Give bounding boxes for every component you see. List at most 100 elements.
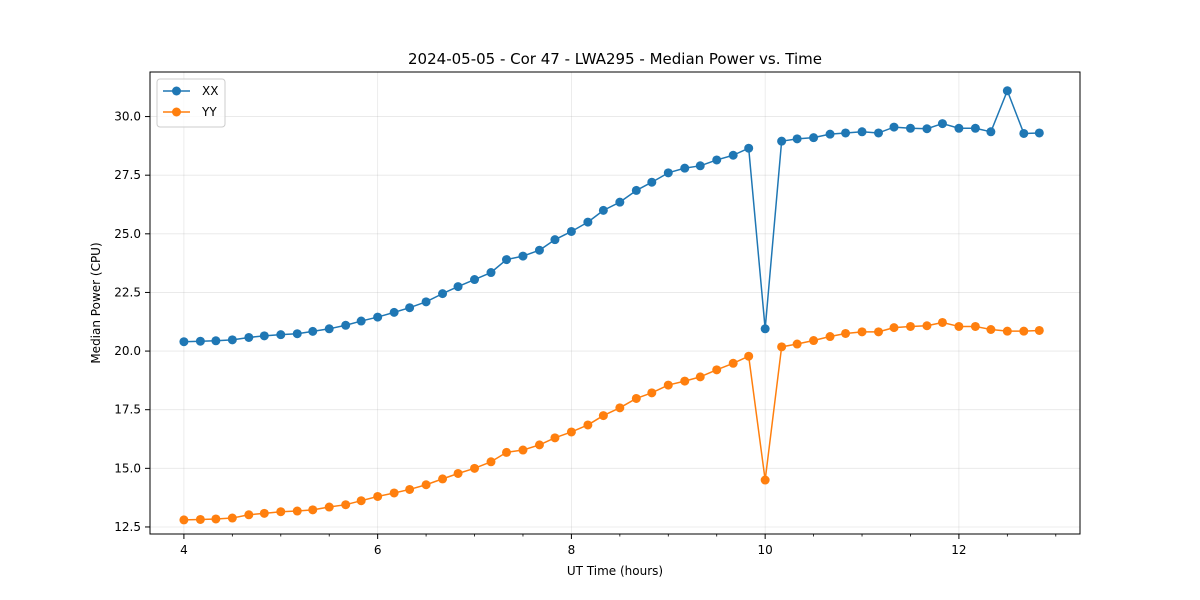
data-point-yy [728,358,738,368]
data-point-yy [680,376,690,386]
data-point-xx [1034,128,1044,138]
axes-frame [149,71,1081,535]
data-point-yy [583,420,593,430]
data-point-yy [324,502,334,512]
data-point-xx [341,320,351,330]
data-point-xx [663,168,673,178]
legend: XX YY [156,78,226,128]
data-point-xx [954,123,964,133]
data-point-yy [922,321,932,331]
data-point-yy [534,440,544,450]
grid [150,72,1080,534]
data-point-yy [760,475,770,485]
data-point-yy [937,317,947,327]
data-point-xx [276,330,286,340]
y-tick-label: 17.5 [114,403,141,417]
data-point-xx [777,136,787,146]
data-point-xx [792,134,802,144]
ticks: 4 6 8 10 12 12.5 15.0 17.5 20.0 22.5 25.0 27.5 30.0 [114,110,1057,557]
data-point-xx [179,337,189,347]
data-point-yy [405,484,415,494]
data-point-xx [308,326,318,336]
data-point-xx [502,255,511,265]
data-point-yy [179,515,189,525]
data-point-xx [195,336,205,346]
series-xx [179,86,1044,347]
data-point-yy [1019,326,1029,336]
data-point-xx [373,312,383,322]
data-point-xx [583,217,593,227]
data-point-xx [244,332,254,342]
data-point-yy [598,411,608,421]
data-point-yy [566,427,576,437]
data-point-xx [631,185,641,195]
x-tick-label: 10 [758,543,773,557]
data-point-xx [728,150,738,160]
data-point-yy [276,507,286,517]
data-point-yy [889,323,899,333]
data-point-yy [211,514,221,524]
data-point-xx [550,235,560,245]
data-point-xx [227,335,237,345]
data-point-xx [211,336,221,346]
y-axis-label: Median Power (CPU) [89,242,103,363]
data-point-yy [1002,326,1012,336]
data-point-xx [1002,86,1012,96]
data-point-yy [453,468,463,478]
data-point-yy [857,327,867,337]
data-point-xx [825,129,835,139]
data-point-yy [341,500,351,510]
data-point-yy [970,321,980,331]
data-point-xx [809,133,819,143]
data-point-xx [937,119,947,129]
data-point-xx [470,275,480,285]
data-point-xx [259,331,269,341]
x-tick-label: 4 [180,543,188,557]
data-point-yy [695,372,705,382]
data-point-xx [905,123,915,133]
data-point-xx [518,251,528,261]
x-tick-label: 12 [951,543,966,557]
data-point-yy [647,388,657,398]
data-point-yy [874,327,883,337]
data-point-xx [453,282,463,292]
data-point-xx [356,316,366,326]
data-point-xx [1019,128,1029,138]
data-point-xx [292,329,302,339]
data-point-yy [470,463,480,473]
data-point-yy [905,321,915,331]
data-point-yy [744,351,754,361]
data-point-xx [986,127,996,137]
data-point-xx [760,324,770,334]
data-point-yy [244,510,254,520]
data-point-yy [631,393,641,403]
series [179,86,1044,525]
data-point-yy [1034,325,1044,335]
y-tick-label: 25.0 [114,227,141,241]
data-point-xx [857,127,867,137]
data-point-yy [486,457,496,467]
plot-area-border [149,71,1081,535]
legend-xx-marker [172,86,181,96]
data-point-yy [615,403,625,413]
data-point-yy [195,514,205,524]
data-point-xx [712,155,722,165]
chart-title: 2024-05-05 - Cor 47 - LWA295 - Median Po… [408,50,822,68]
legend-yy-label: YY [201,105,217,119]
data-point-yy [518,445,528,455]
x-tick-label: 8 [568,543,576,557]
x-tick-label: 6 [374,543,382,557]
data-point-yy [502,447,511,457]
y-tick-label: 15.0 [114,461,141,475]
data-point-xx [889,122,899,132]
series-yy [179,317,1044,525]
data-point-yy [438,474,448,484]
legend-yy-marker [172,107,181,117]
data-point-yy [841,328,851,338]
data-point-yy [809,336,819,346]
x-axis-label: UT Time (hours) [567,564,663,578]
data-point-yy [663,380,673,390]
data-point-xx [598,205,608,215]
data-point-xx [486,268,496,278]
